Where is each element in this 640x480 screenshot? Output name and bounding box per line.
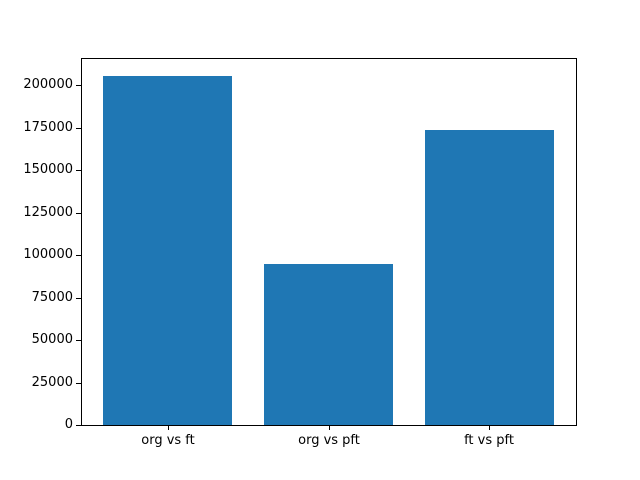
y-tick-label: 75000 [31,290,73,305]
x-tick-mark [168,425,169,430]
bar-org-vs-ft [103,76,232,425]
y-tick-mark [76,383,81,384]
y-tick-mark [76,425,81,426]
y-tick-mark [76,170,81,171]
x-tick-mark [489,425,490,430]
y-tick-label: 175000 [23,120,73,135]
y-tick-label: 150000 [23,162,73,177]
y-tick-mark [76,298,81,299]
y-tick-mark [76,340,81,341]
y-tick-mark [76,128,81,129]
x-tick-mark [329,425,330,430]
y-tick-label: 50000 [31,332,73,347]
y-tick-label: 200000 [23,77,73,92]
bar-ft-vs-pft [425,130,554,425]
y-tick-mark [76,255,81,256]
y-tick-label: 0 [64,417,73,432]
y-tick-mark [76,213,81,214]
x-tick-label: org vs pft [298,433,360,448]
plot-area [81,58,577,426]
y-tick-label: 100000 [23,247,73,262]
y-tick-label: 25000 [31,375,73,390]
bar-org-vs-pft [264,264,393,425]
y-tick-mark [76,85,81,86]
x-tick-label: ft vs pft [464,433,514,448]
y-tick-label: 125000 [23,205,73,220]
x-tick-label: org vs ft [141,433,195,448]
